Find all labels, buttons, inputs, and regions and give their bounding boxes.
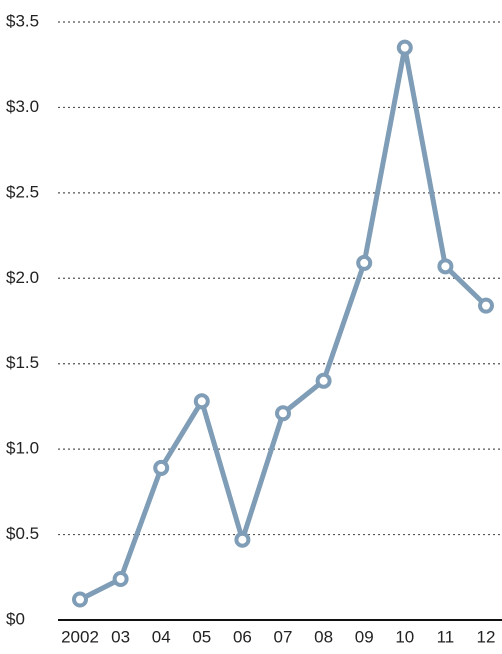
x-tick-label: 07	[274, 627, 293, 646]
y-tick-label: $1.0	[6, 439, 39, 458]
point	[193, 393, 210, 410]
x-tick-label: 10	[395, 627, 414, 646]
x-tick-label: 04	[152, 627, 171, 646]
point	[437, 258, 454, 275]
x-tick-label: 12	[477, 627, 496, 646]
y-tick-label: $1.5	[6, 353, 39, 372]
y-tick-label: $3.5	[6, 11, 39, 30]
point	[356, 254, 373, 271]
point	[72, 591, 88, 608]
x-tick-label: 05	[192, 627, 211, 646]
x-tick-label: 06	[233, 627, 252, 646]
x-tick-label: 03	[111, 627, 130, 646]
line	[78, 45, 488, 602]
y-tick-label: $2.0	[6, 268, 39, 287]
point	[315, 372, 332, 389]
point	[396, 39, 413, 56]
x-tick-label: 08	[314, 627, 333, 646]
x-tick-label: 11	[437, 627, 455, 646]
y-tick-label: $0	[6, 609, 25, 628]
point	[275, 405, 291, 422]
point	[153, 459, 170, 476]
y-tick-label: $2.5	[6, 182, 39, 201]
point	[112, 570, 129, 587]
point	[234, 531, 251, 548]
x-tick-label: 2002	[61, 627, 99, 646]
y-tick-label: $3.0	[6, 97, 39, 116]
point	[478, 297, 494, 314]
y-tick-label: $0.5	[6, 524, 39, 543]
x-tick-label: 09	[355, 627, 374, 646]
